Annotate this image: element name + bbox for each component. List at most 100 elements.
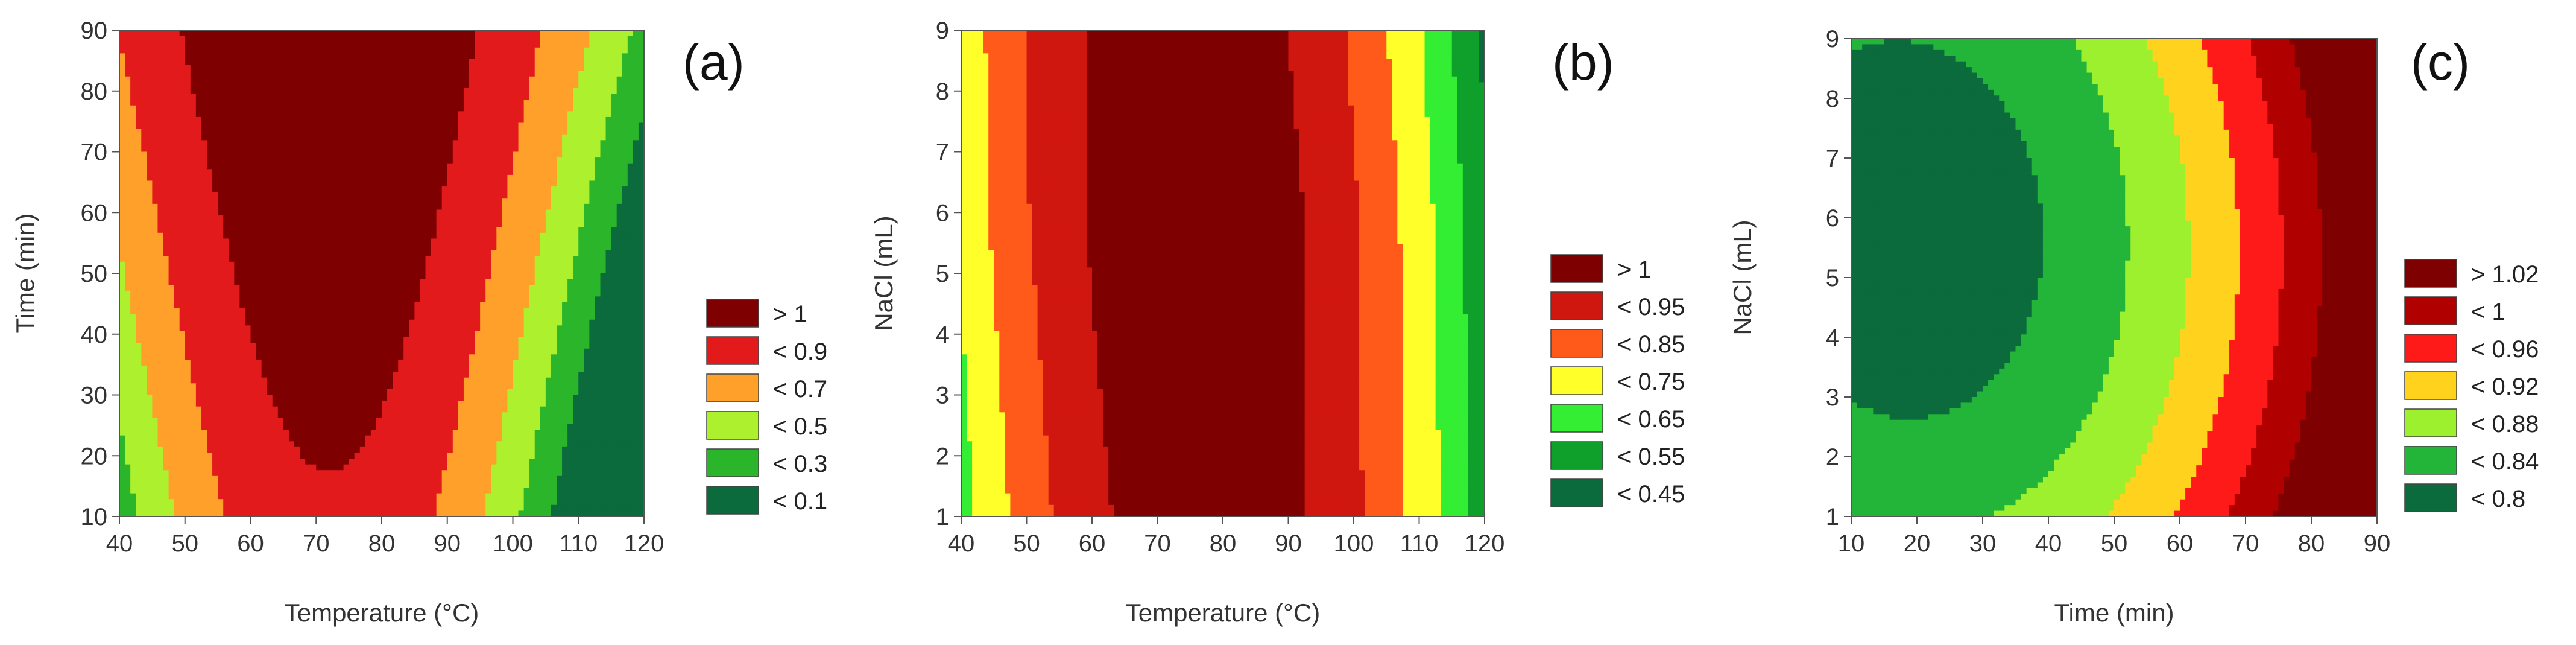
contour-cell <box>545 42 552 48</box>
contour-cell <box>589 238 596 245</box>
contour-cell <box>349 169 355 176</box>
contour-cell <box>458 325 464 332</box>
contour-cell <box>316 302 323 309</box>
contour-cell <box>321 209 328 216</box>
contour-cell <box>480 180 486 187</box>
contour-cell <box>529 319 535 326</box>
contour-cell <box>179 261 186 268</box>
contour-cell <box>338 319 344 326</box>
contour-cell <box>436 186 443 193</box>
contour-cell <box>600 232 607 240</box>
contour-cell <box>513 100 519 106</box>
contour-cell <box>605 105 612 112</box>
contour-cell <box>584 134 590 141</box>
contour-cell <box>627 238 634 245</box>
contour-cell <box>589 174 596 182</box>
contour-cell <box>288 186 295 193</box>
contour-cell <box>540 122 546 129</box>
contour-cell <box>125 82 131 89</box>
contour-cell <box>365 100 371 106</box>
contour-cell <box>239 100 246 106</box>
contour-cell <box>458 134 464 141</box>
contour-cell <box>627 273 634 280</box>
contour-cell <box>403 174 410 182</box>
contour-cell <box>130 227 136 234</box>
contour-cell <box>589 129 596 135</box>
contour-cell <box>573 145 579 153</box>
contour-cell <box>540 198 546 205</box>
contour-cell <box>332 238 339 245</box>
contour-cell <box>311 53 317 60</box>
contour-cell <box>382 186 388 193</box>
contour-cell <box>513 198 519 205</box>
contour-cell <box>534 296 541 303</box>
contour-cell <box>365 105 371 112</box>
contour-cell <box>354 174 361 182</box>
contour-cell <box>480 325 486 332</box>
contour-cell <box>513 314 519 320</box>
contour-cell <box>261 308 268 314</box>
contour-cell <box>147 192 153 199</box>
contour-cell <box>212 36 218 42</box>
contour-cell <box>147 53 153 60</box>
contour-cell <box>218 47 224 54</box>
contour-cell <box>638 100 645 106</box>
contour-cell <box>316 261 323 268</box>
contour-cell <box>420 140 426 147</box>
contour-cell <box>272 129 279 135</box>
contour-cell <box>125 116 131 124</box>
contour-cell <box>529 59 535 66</box>
contour-cell <box>398 140 404 147</box>
contour-cell <box>152 151 159 158</box>
contour-cell <box>403 285 410 291</box>
contour-cell <box>288 47 295 54</box>
contour-cell <box>638 203 645 211</box>
contour-cell <box>163 71 169 77</box>
contour-cell <box>420 186 426 193</box>
contour-cell <box>119 42 125 48</box>
contour-cell <box>130 59 136 66</box>
contour-cell <box>338 290 344 297</box>
contour-cell <box>168 250 175 256</box>
contour-cell <box>332 53 339 60</box>
contour-cell <box>480 238 486 245</box>
contour-cell <box>272 151 279 158</box>
contour-cell <box>529 47 535 54</box>
contour-cell <box>513 203 519 211</box>
contour-cell <box>573 134 579 141</box>
contour-cell <box>398 302 404 309</box>
contour-cell <box>551 279 557 285</box>
contour-cell <box>595 325 601 332</box>
contour-cell <box>605 53 612 60</box>
contour-cell <box>136 319 142 326</box>
contour-cell <box>152 122 159 129</box>
contour-cell <box>480 244 486 251</box>
contour-cell <box>502 163 508 170</box>
contour-cell <box>502 221 508 227</box>
contour-cell <box>245 227 251 234</box>
contour-cell <box>277 42 284 48</box>
contour-cell <box>311 192 317 199</box>
contour-cell <box>425 76 432 83</box>
contour-cell <box>578 232 585 240</box>
contour-cell <box>387 145 393 153</box>
contour-cell <box>595 256 601 262</box>
contour-cell <box>398 122 404 129</box>
contour-cell <box>370 203 377 211</box>
contour-cell <box>540 290 546 297</box>
contour-cell <box>475 279 481 285</box>
contour-cell <box>431 157 437 164</box>
contour-cell <box>507 319 514 326</box>
contour-cell <box>239 192 246 199</box>
contour-cell <box>338 163 344 170</box>
contour-cell <box>261 36 268 42</box>
contour-cell <box>425 134 432 141</box>
contour-cell <box>179 94 186 100</box>
contour-cell <box>359 198 366 205</box>
contour-cell <box>125 302 131 309</box>
contour-cell <box>218 71 224 77</box>
contour-cell <box>294 42 300 48</box>
contour-cell <box>376 140 382 147</box>
contour-cell <box>491 111 497 118</box>
